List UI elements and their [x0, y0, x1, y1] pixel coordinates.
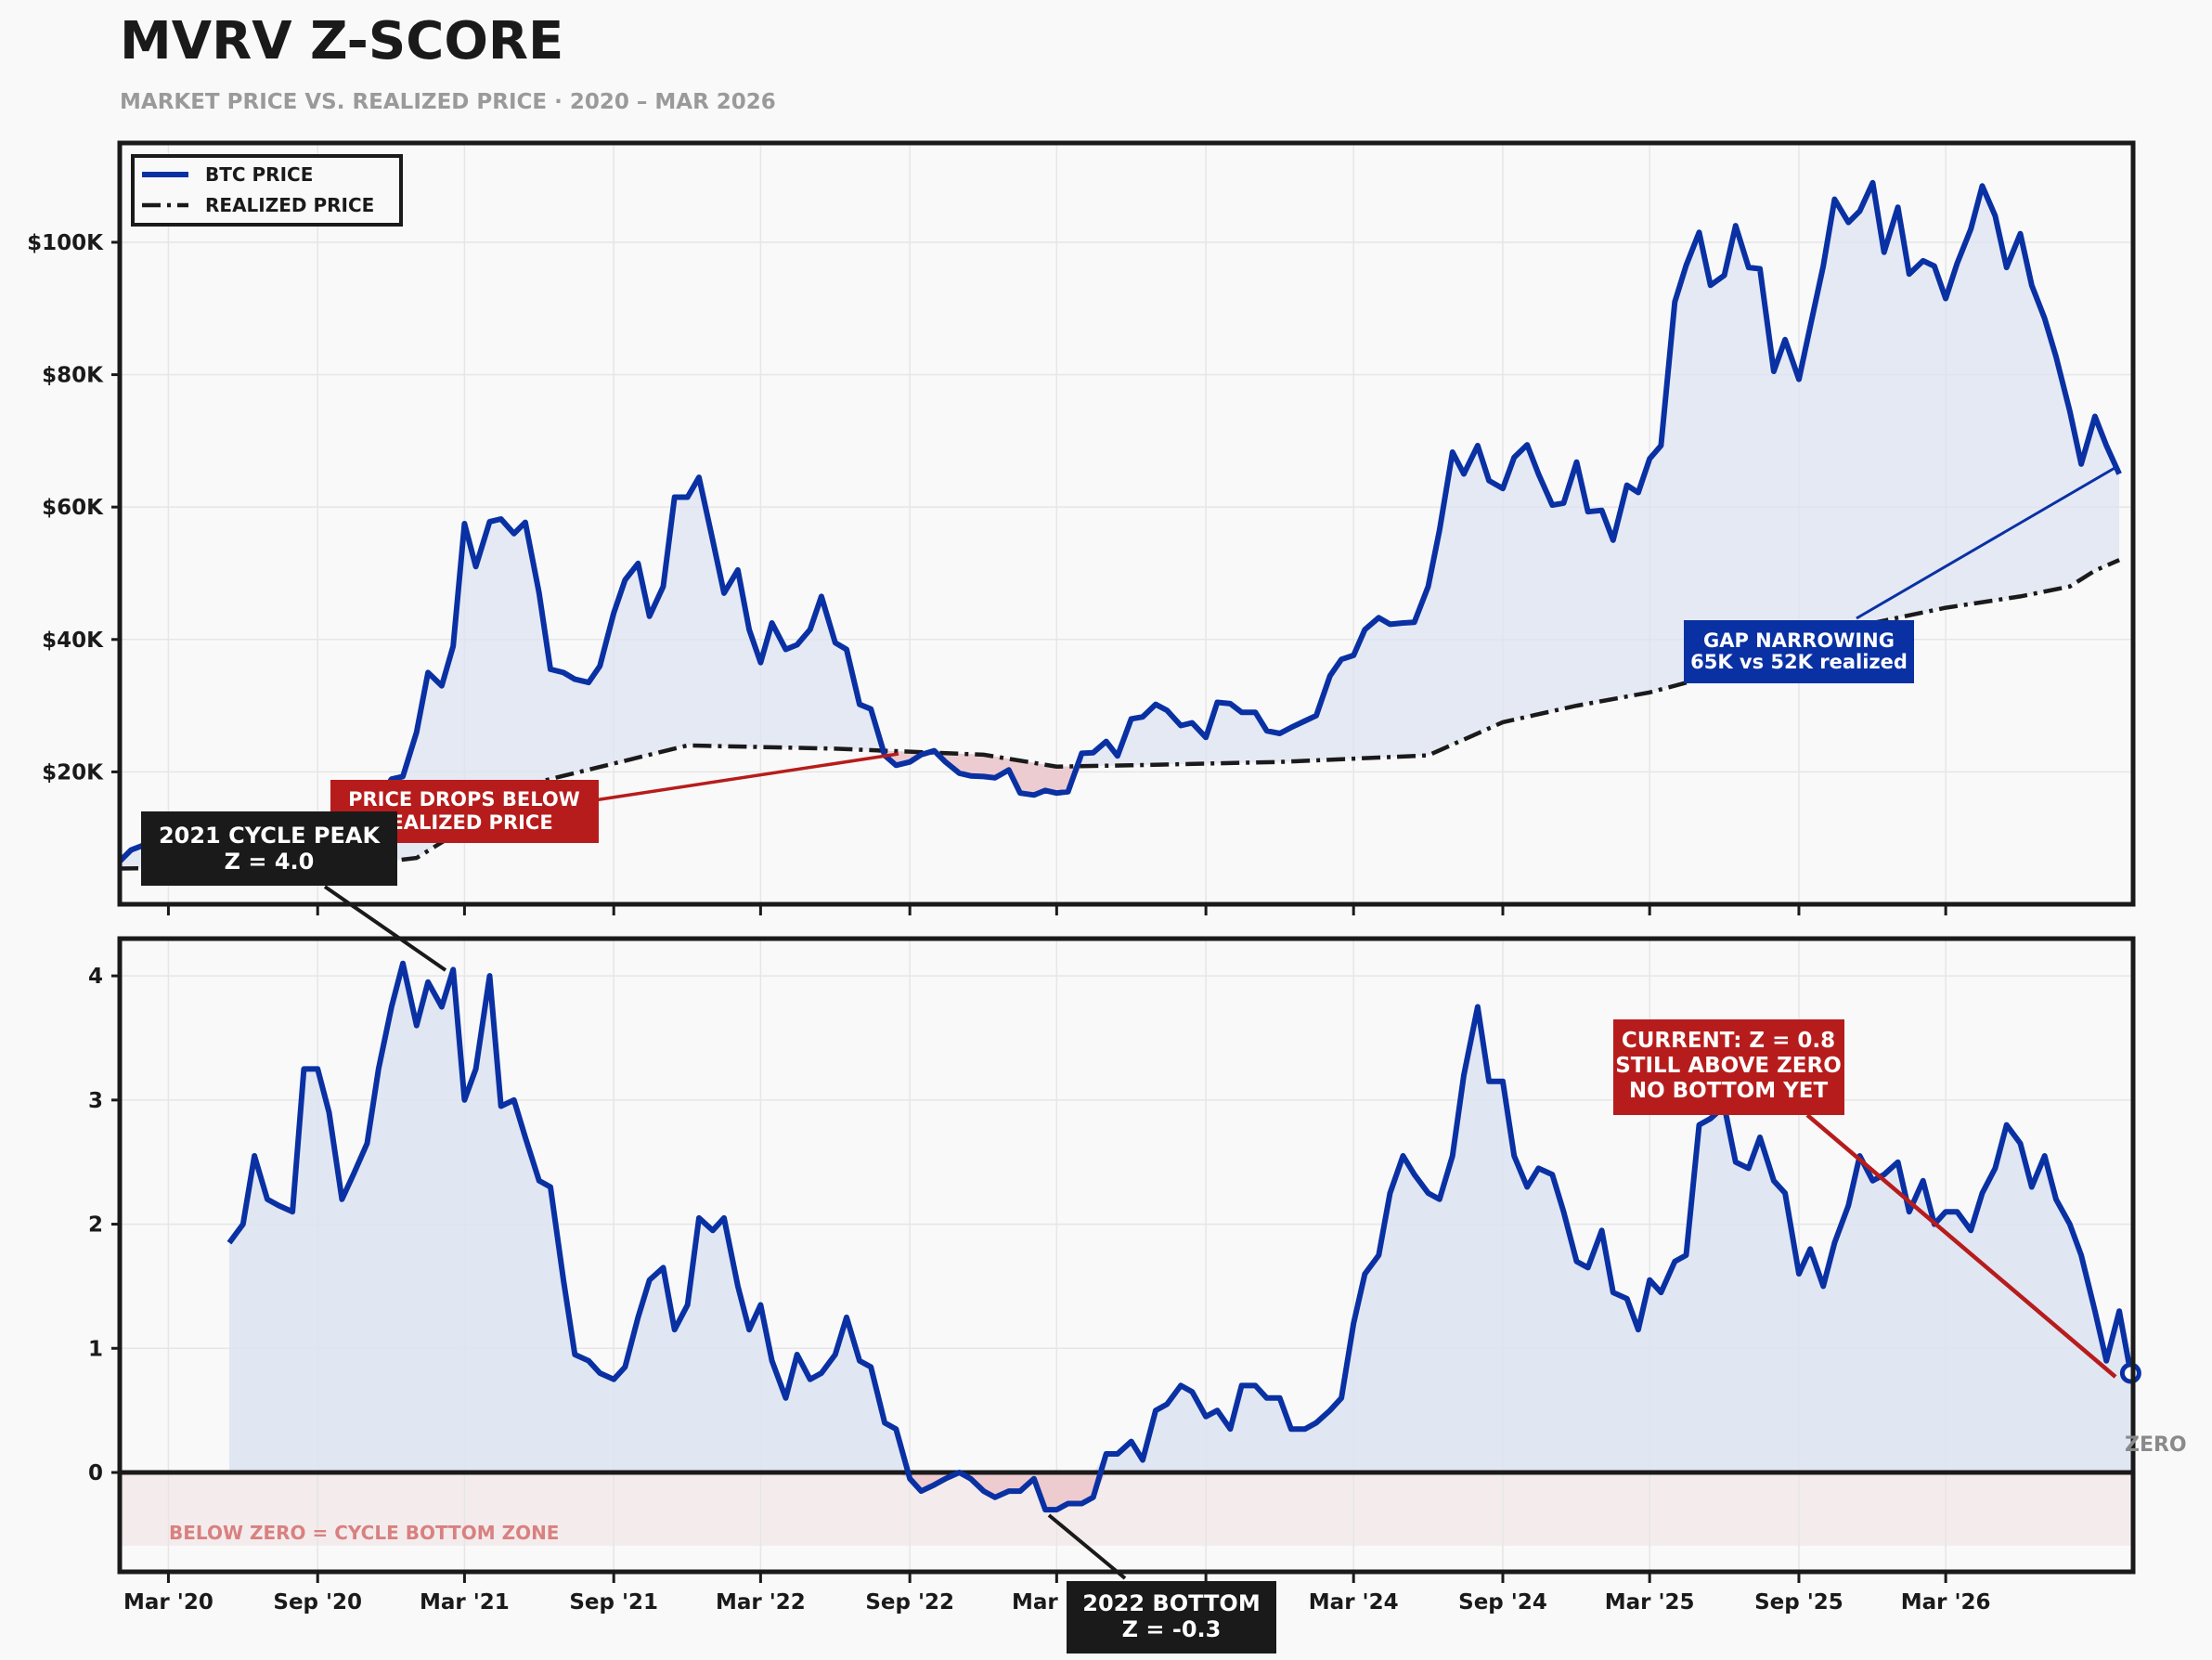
x-axis: Mar '20 Sep '20 Mar '21 Sep '21 Mar '22 Sep '… — [123, 1572, 1991, 1615]
bottom-leader-line — [1047, 1513, 1127, 1580]
x-tick-label: Mar '21 — [420, 1590, 510, 1615]
price-panel: $20K $40K $60K $80K $100K BTC PRICE REALIZED… — [27, 140, 2136, 915]
price-y-tick-label: $60K — [42, 496, 104, 520]
current-annotation: CURRENT: Z = 0.8 STILL ABOVE ZERO NO BOT… — [1613, 1019, 2117, 1379]
gap-label-box — [1684, 620, 1914, 683]
price-y-tick-label: $40K — [42, 629, 104, 653]
zscore-y-axis: 0 1 2 3 4 — [88, 965, 120, 1485]
zero-label: ZERO — [2125, 1433, 2187, 1457]
current-zscore-marker — [2119, 1362, 2141, 1384]
x-tick-label: Mar '25 — [1605, 1590, 1695, 1615]
current-label-line3: NO BOTTOM YET — [1629, 1079, 1829, 1103]
zscore-y-tick-label: 4 — [88, 965, 103, 989]
gap-label-line2: 65K vs 52K realized — [1690, 651, 1908, 673]
legend: BTC PRICE REALIZED PRICE — [131, 154, 403, 227]
zscore-fill-above-zero — [229, 963, 2131, 1472]
bottom-label-box — [1067, 1581, 1276, 1654]
legend-realized-label: REALIZED PRICE — [205, 194, 374, 216]
zscore-panel-frame — [117, 936, 2136, 1575]
price-below-annotation: PRICE DROPS BELOW REALIZED PRICE — [330, 752, 899, 843]
cycle-peak-leader-line — [323, 885, 447, 972]
zscore-y-tick-label: 2 — [88, 1213, 103, 1238]
chart-subtitle: MARKET PRICE VS. REALIZED PRICE · 2020 –… — [120, 90, 776, 114]
cycle-peak-label-box — [141, 811, 397, 886]
price-y-tick-label: $20K — [42, 760, 104, 785]
bottom-2022-annotation: 2022 BOTTOM Z = -0.3 — [1047, 1513, 1276, 1654]
x-tick-label: Sep '20 — [273, 1590, 362, 1615]
gap-leader-line — [1856, 465, 2117, 620]
gap-narrowing-annotation: GAP NARROWING 65K vs 52K realized — [1684, 465, 2117, 683]
cycle-peak-label-line1: 2021 CYCLE PEAK — [159, 823, 382, 849]
x-tick-label: Sep '21 — [569, 1590, 658, 1615]
x-tick-label: Mar '26 — [1901, 1590, 1991, 1615]
zscore-line — [226, 960, 2134, 1513]
bottom-label-line2: Z = -0.3 — [1122, 1616, 1222, 1642]
current-leader-line — [1805, 1113, 2117, 1379]
current-label-line1: CURRENT: Z = 0.8 — [1622, 1029, 1835, 1053]
price-panel-frame — [117, 140, 2136, 907]
bottom-zone-band — [120, 1474, 2133, 1546]
x-tick-label: Sep '25 — [1754, 1590, 1843, 1615]
price-below-leader-line — [593, 752, 899, 802]
bottom-zone-label: BELOW ZERO = CYCLE BOTTOM ZONE — [169, 1522, 559, 1544]
price-gap-fill — [120, 182, 2120, 869]
price-y-tick-label: $100K — [27, 231, 104, 255]
gap-label-line1: GAP NARROWING — [1703, 629, 1895, 652]
x-tick-label: Mar '22 — [716, 1590, 806, 1615]
bottom-label-line1: 2022 BOTTOM — [1082, 1590, 1260, 1616]
x-tick-label: Sep '22 — [865, 1590, 954, 1615]
x-tick-label: Mar '24 — [1309, 1590, 1399, 1615]
price-y-tick-label: $80K — [42, 364, 104, 388]
current-label-line2: STILL ABOVE ZERO — [1615, 1054, 1842, 1078]
cycle-peak-annotation: 2021 CYCLE PEAK Z = 4.0 — [141, 811, 447, 972]
zscore-y-tick-label: 1 — [88, 1337, 103, 1361]
zscore-y-tick-label: 3 — [88, 1089, 103, 1113]
cycle-peak-label-line2: Z = 4.0 — [225, 849, 315, 875]
chart-title: MVRV Z-SCORE — [120, 11, 563, 71]
legend-box — [131, 154, 403, 227]
price-below-label-line2: REALIZED PRICE — [375, 811, 552, 834]
x-tick-label: Mar '20 — [123, 1590, 213, 1615]
btc-price-line — [117, 179, 2122, 871]
zscore-y-tick-label: 0 — [88, 1461, 103, 1485]
current-label-box — [1613, 1019, 1844, 1115]
x-tick-label: Sep '24 — [1458, 1590, 1547, 1615]
price-below-label-line1: PRICE DROPS BELOW — [348, 788, 580, 811]
legend-btc-label: BTC PRICE — [205, 163, 313, 186]
